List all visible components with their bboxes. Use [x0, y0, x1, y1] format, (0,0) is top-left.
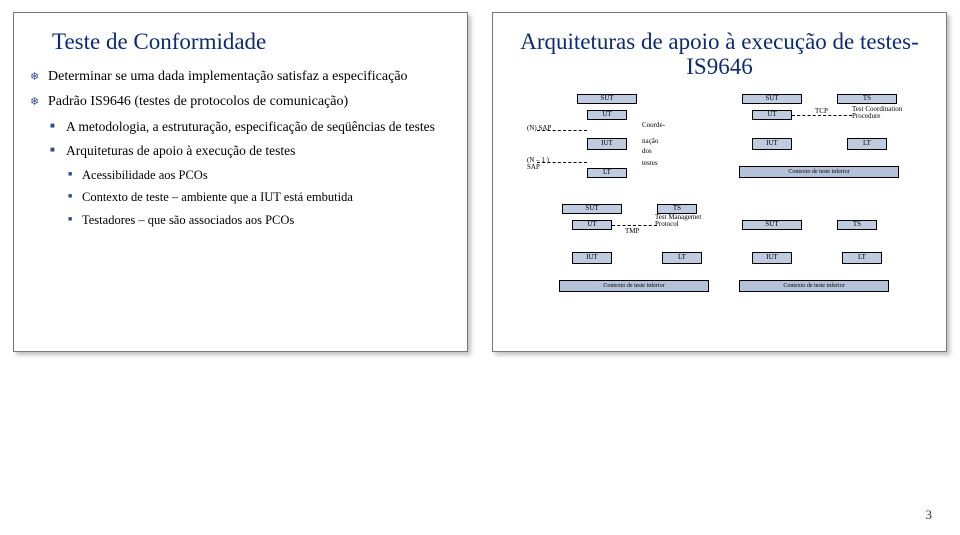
- d3-iut: IUT: [572, 252, 612, 264]
- lbl-dos: dos: [642, 148, 652, 155]
- d1-sut: SUT: [577, 94, 637, 104]
- d2-iut: IUT: [752, 138, 792, 150]
- bullet-3: A metodologia, a estruturação, especific…: [28, 118, 453, 136]
- bullet-2: Padrão IS9646 (testes de protocolos de c…: [28, 93, 453, 112]
- right-title: Arquiteturas de apoio à execução de test…: [507, 29, 932, 80]
- bullet-4: Arquiteturas de apoio à execução de test…: [28, 142, 453, 160]
- diagram-area: SUT UT IUT LT (N) SAP (N – 1 ) SAP Coord…: [507, 94, 932, 344]
- d2-sut: SUT: [742, 94, 802, 104]
- d4-lt: LT: [842, 252, 882, 264]
- lbl-tcpproc: Test Coordination Procedure: [852, 106, 907, 121]
- lbl-n1sap: (N – 1 ) SAP: [527, 157, 557, 172]
- d3-tmp-line: [612, 225, 657, 226]
- lbl-testes: testes: [642, 160, 658, 167]
- d3-sut: SUT: [562, 204, 622, 214]
- d2-ut: UT: [752, 110, 792, 120]
- lbl-tmproto: Test Managemet Protocol: [655, 214, 710, 229]
- d3-ut: UT: [572, 220, 612, 230]
- d4-ctx: Contexto de teste inferior: [739, 280, 889, 292]
- bullet-7: Testadores – que são associados aos PCOs: [28, 212, 453, 229]
- d1-lt: LT: [587, 168, 627, 178]
- slide-right: Arquiteturas de apoio à execução de test…: [492, 12, 947, 352]
- d1-iut: IUT: [587, 138, 627, 150]
- bullet-5: Acessibilidade aos PCOs: [28, 167, 453, 184]
- left-bullets: Determinar se uma dada implementação sat…: [28, 68, 453, 229]
- lbl-nacao: nação: [642, 138, 658, 145]
- d2-ctx: Contexto de teste inferior: [739, 166, 899, 178]
- lbl-coorde: Coorde-: [642, 122, 665, 129]
- d2-ts: TS: [837, 94, 897, 104]
- lbl-nsap: (N) SAP: [527, 125, 551, 132]
- d3-lt: LT: [662, 252, 702, 264]
- d4-ts: TS: [837, 220, 877, 230]
- lbl-tmp: TMP: [625, 228, 639, 235]
- d1-ut: UT: [587, 110, 627, 120]
- bullet-1: Determinar se uma dada implementação sat…: [28, 68, 453, 87]
- d4-sut: SUT: [742, 220, 802, 230]
- d2-lt: LT: [847, 138, 887, 150]
- page-number: 3: [926, 507, 933, 523]
- slide-left: Teste de Conformidade Determinar se uma …: [13, 12, 468, 352]
- bullet-6: Contexto de teste – ambiente que a IUT e…: [28, 189, 453, 206]
- left-title: Teste de Conformidade: [52, 29, 453, 54]
- lbl-tcp: TCP: [815, 108, 828, 115]
- d3-ctx: Contexto de teste inferior: [559, 280, 709, 292]
- d4-iut: IUT: [752, 252, 792, 264]
